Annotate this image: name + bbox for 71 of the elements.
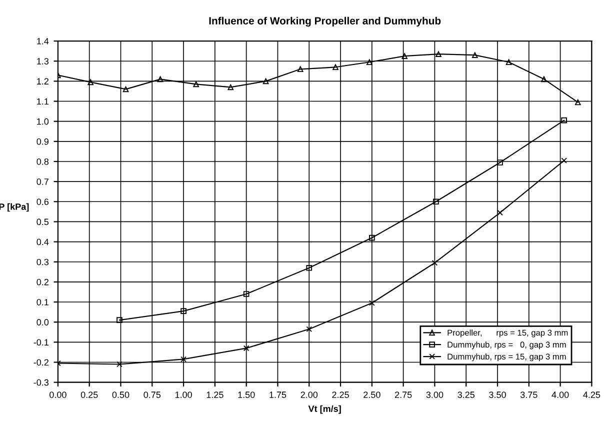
point bbox=[262, 78, 269, 84]
x-axis-title: Vt [m/s] bbox=[308, 405, 341, 414]
x-tick-label: 3.25 bbox=[458, 392, 475, 398]
y-tick-label: 0.4 bbox=[36, 238, 49, 246]
x-tick-label: 3.75 bbox=[520, 392, 538, 398]
y-tick-label: 1.2 bbox=[37, 78, 48, 84]
point bbox=[369, 234, 375, 241]
y-tick-label: -0.2 bbox=[34, 359, 48, 366]
y-tick-label: 1.3 bbox=[37, 58, 49, 64]
x-tick-label: 4.25 bbox=[583, 392, 600, 398]
y-tick-label: 0.0 bbox=[36, 319, 49, 326]
x-tick-label: 2.00 bbox=[300, 392, 318, 398]
x-tick-label: 2.50 bbox=[364, 392, 380, 398]
y-tick-label: 0.7 bbox=[36, 178, 48, 185]
point bbox=[116, 317, 122, 323]
y-tick-label: 0.2 bbox=[36, 278, 48, 286]
y-tick-label: 0.5 bbox=[36, 218, 49, 226]
y-tick-label: -0.1 bbox=[34, 339, 48, 346]
point bbox=[497, 210, 503, 216]
point bbox=[243, 291, 250, 297]
point bbox=[228, 84, 234, 90]
x-tick-label: 4.00 bbox=[552, 392, 569, 398]
x-tick-label: 1.75 bbox=[270, 392, 286, 398]
point bbox=[366, 59, 372, 66]
point bbox=[472, 52, 478, 58]
x-tick-label: 3.00 bbox=[426, 392, 444, 398]
point bbox=[436, 51, 442, 58]
y-tick-label: 0.6 bbox=[36, 198, 49, 205]
x-tick-label: 0.00 bbox=[50, 392, 66, 398]
y-tick-label: 1.0 bbox=[37, 118, 49, 125]
point bbox=[122, 86, 129, 92]
point bbox=[541, 76, 547, 82]
point bbox=[306, 264, 312, 271]
x-tick-label: 1.50 bbox=[238, 392, 255, 398]
x-tick-label: 3.50 bbox=[489, 392, 506, 398]
point bbox=[157, 76, 164, 82]
x-tick-label: 0.50 bbox=[112, 392, 130, 398]
point bbox=[116, 361, 122, 368]
point bbox=[180, 308, 186, 314]
point bbox=[506, 59, 512, 66]
legend-label: Dummyhub, rps = 0, gap 3 mm bbox=[448, 341, 566, 350]
x-tick-label: 2.75 bbox=[394, 392, 412, 398]
x-tick-label: 0.75 bbox=[144, 392, 161, 398]
point bbox=[193, 81, 200, 88]
y-tick-label: 0.3 bbox=[36, 258, 49, 266]
point bbox=[306, 326, 312, 332]
y-tick-label: 0.8 bbox=[36, 158, 49, 165]
point bbox=[497, 160, 503, 166]
y-tick-label: 0.1 bbox=[36, 298, 48, 306]
point bbox=[243, 345, 250, 352]
y-tick-label: -0.3 bbox=[34, 379, 49, 386]
point bbox=[574, 99, 581, 106]
chart-title: Influence of Working Propeller and Dummyhub bbox=[209, 16, 441, 27]
point bbox=[561, 117, 567, 124]
point bbox=[561, 158, 567, 164]
point bbox=[88, 79, 94, 86]
x-tick-label: 1.25 bbox=[206, 392, 224, 398]
x-tick-label: 1.00 bbox=[175, 392, 192, 398]
point bbox=[433, 198, 439, 205]
legend-label: Propeller, rps = 15, gap 3 mm bbox=[448, 330, 568, 338]
y-tick-label: 0.9 bbox=[36, 138, 48, 145]
x-tick-label: 0.25 bbox=[80, 392, 98, 398]
legend-label: Dummyhub, rps = 15, gap 3 mm bbox=[448, 353, 566, 362]
point bbox=[369, 300, 375, 306]
point bbox=[180, 356, 186, 362]
point bbox=[332, 64, 338, 70]
x-tick-label: 2.25 bbox=[332, 392, 349, 398]
y-tick-label: 1.1 bbox=[37, 98, 48, 105]
y-tick-label: 1.4 bbox=[37, 38, 49, 44]
point bbox=[402, 53, 408, 60]
point bbox=[297, 66, 304, 72]
